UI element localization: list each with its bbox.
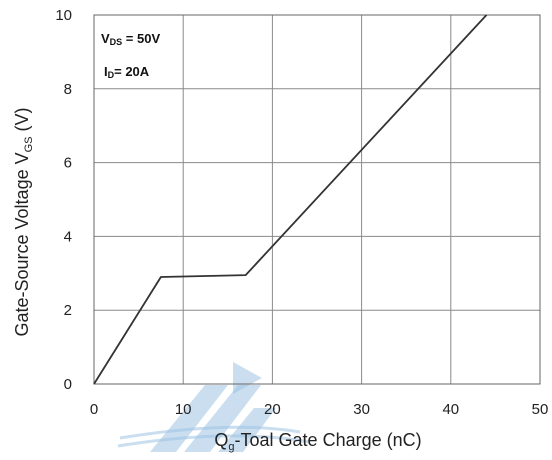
y-axis-title: Gate-Source Voltage VGS (V) [12,107,35,336]
plot-frame [93,14,541,385]
y-tick-label: 0 [64,376,72,393]
y-tick-label: 8 [64,81,72,98]
y-tick-label: 10 [55,7,72,24]
watermark-stripe [150,385,228,452]
y-tick-label: 6 [64,155,72,172]
x-tick-label: 50 [532,401,549,418]
x-tick-label: 30 [353,401,370,418]
watermark-arrow [233,362,262,394]
series-layer [93,14,488,385]
x-axis-title: Qg-Toal Gate Charge (nC) [214,430,421,453]
watermark-stripe [218,408,276,452]
grid-lines [93,14,541,385]
annotation-id: ID= 20A [104,64,150,80]
y-tick-label: 2 [64,302,72,319]
watermark-logo [117,362,311,452]
watermark-swoosh [119,425,301,440]
x-tick-label: 10 [175,401,192,418]
watermark-swoosh [117,434,311,448]
x-tick-label: 0 [90,401,98,418]
x-tick-label: 40 [442,401,459,418]
y-tick-label: 4 [64,228,72,245]
x-tick-label: 20 [264,401,281,418]
annotation-vds: VDS = 50V [101,31,160,47]
tick-labels: 0 10 20 30 40 50 0 2 4 6 8 10 [55,7,548,418]
gate-charge-line [93,14,488,385]
